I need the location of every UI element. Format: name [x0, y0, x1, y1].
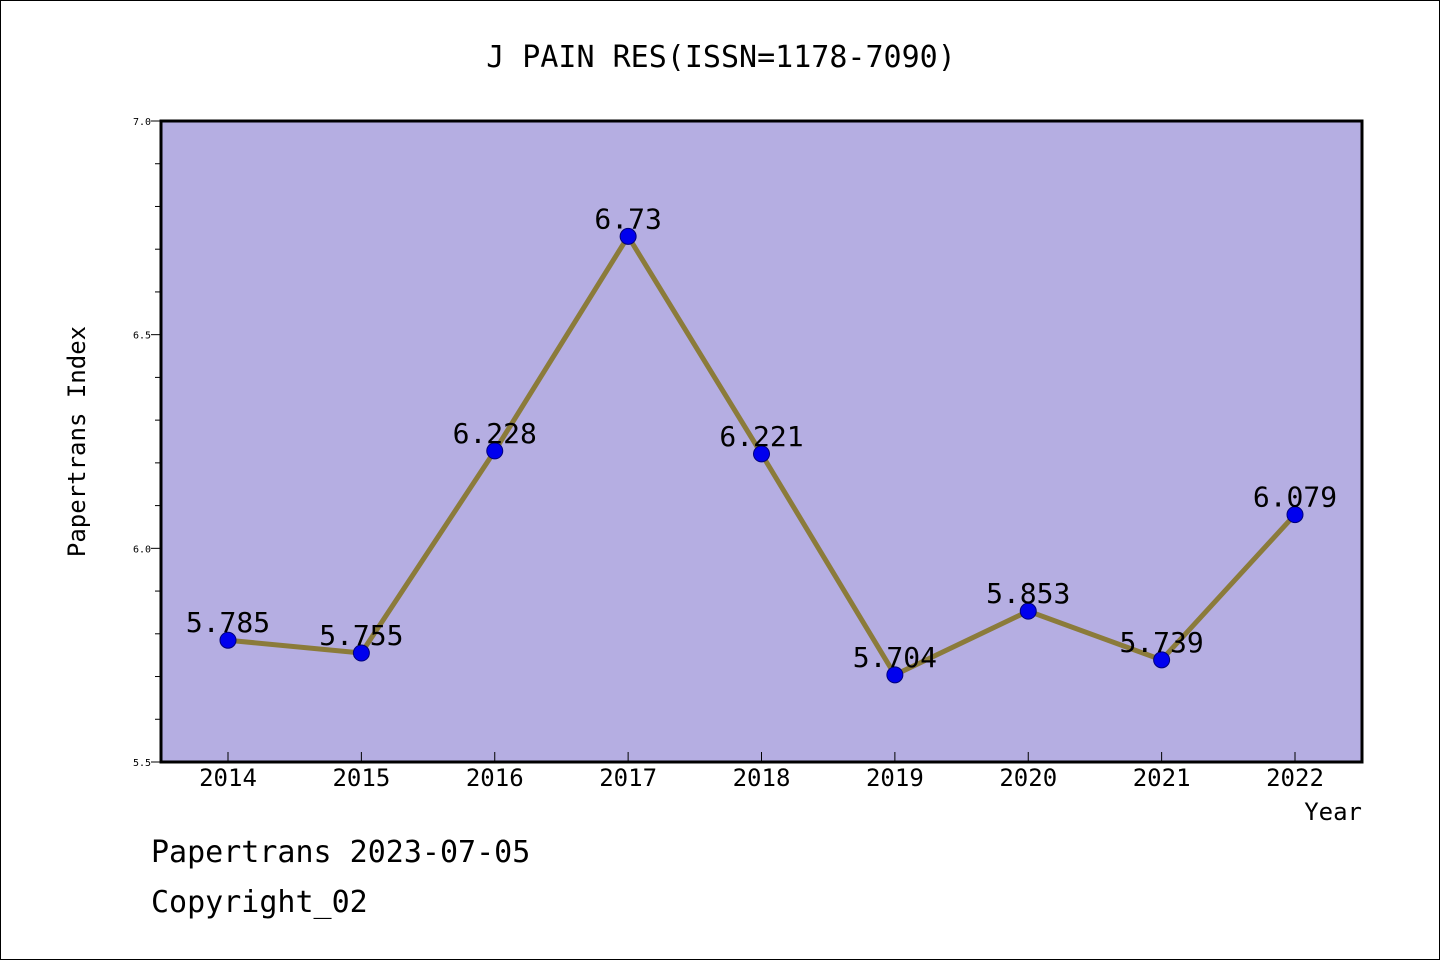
- plot-border: [159, 119, 1364, 764]
- x-tick-label: 2016: [466, 764, 524, 792]
- x-axis-ticks: 2014 2015 2016 2017 2018 2019 2020 2021 2022: [199, 752, 1324, 792]
- data-label: 6.079: [1253, 481, 1337, 514]
- footer-date: Papertrans 2023-07-05: [151, 835, 531, 870]
- x-tick-label: 2015: [332, 764, 390, 792]
- y-axis-ticks: 5.5 6.0 6.5 7.0: [133, 117, 161, 769]
- data-label: 6.73: [594, 202, 661, 235]
- x-tick-label: 2022: [1266, 764, 1324, 792]
- y-axis-label: Papertrans Index: [63, 326, 91, 557]
- data-point: [219, 631, 237, 649]
- data-label: 5.785: [186, 606, 270, 639]
- data-label: 5.755: [319, 619, 403, 652]
- x-tick-label: 2019: [866, 764, 924, 792]
- data-label: 5.739: [1119, 626, 1203, 659]
- data-point: [886, 666, 904, 684]
- data-label: 5.704: [853, 641, 937, 674]
- data-point: [753, 445, 770, 463]
- data-label: 6.228: [453, 417, 537, 450]
- data-point: [486, 442, 504, 460]
- y-tick-label: 6.5: [133, 331, 151, 342]
- chart-title: J PAIN RES(ISSN=1178-7090): [486, 40, 956, 75]
- y-tick-label: 5.5: [133, 758, 151, 769]
- data-point: [1019, 602, 1037, 620]
- x-tick-label: 2021: [1133, 764, 1191, 792]
- x-tick-label: 2017: [599, 764, 657, 792]
- data-point: [352, 644, 370, 662]
- y-tick-label: 7.0: [133, 117, 151, 128]
- data-labels: 5.785 5.755 6.228 6.73 6.221 5.704 5.853 5.739 6…: [186, 202, 1337, 673]
- data-point: [619, 227, 637, 245]
- data-point: [1286, 506, 1304, 524]
- x-axis-label: Year: [1304, 798, 1362, 826]
- x-tick-label: 2020: [999, 764, 1057, 792]
- x-tick-label: 2018: [733, 764, 791, 792]
- data-points: [219, 227, 1304, 684]
- data-point: [1153, 651, 1171, 669]
- y-tick-label: 6.0: [133, 544, 151, 555]
- x-tick-label: 2014: [199, 764, 257, 792]
- footer-copyright: Copyright_02: [151, 885, 368, 920]
- data-label: 5.853: [986, 577, 1070, 610]
- data-label: 6.221: [719, 420, 803, 453]
